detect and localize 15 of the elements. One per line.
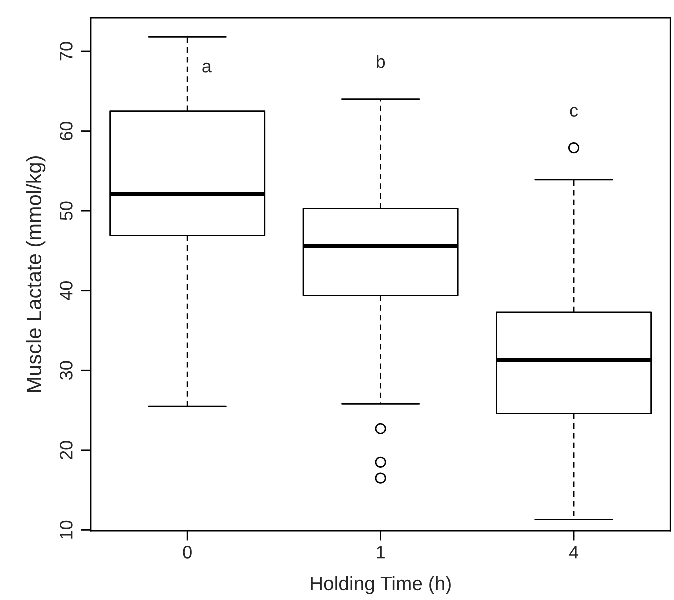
annotation: c xyxy=(570,107,578,117)
annotation: b xyxy=(376,55,386,68)
y-tick-label: 50 xyxy=(60,202,73,220)
y-tick-label: 60 xyxy=(60,122,73,140)
x-tick-label: 1 xyxy=(377,546,385,559)
y-tick-label: 30 xyxy=(60,361,73,380)
annotation: a xyxy=(202,62,212,73)
x-axis-title: Holding Time (h) xyxy=(311,576,451,594)
y-axis-title: Muscle Lactate (mmol/kg) xyxy=(26,156,46,392)
y-tick-label: 10 xyxy=(60,520,73,539)
y-tick-label: 20 xyxy=(60,441,73,460)
y-tick-label: 70 xyxy=(60,42,73,61)
x-tick-label: 0 xyxy=(183,546,192,559)
y-tick-label: 40 xyxy=(60,282,73,300)
x-tick-label: 4 xyxy=(569,546,579,559)
